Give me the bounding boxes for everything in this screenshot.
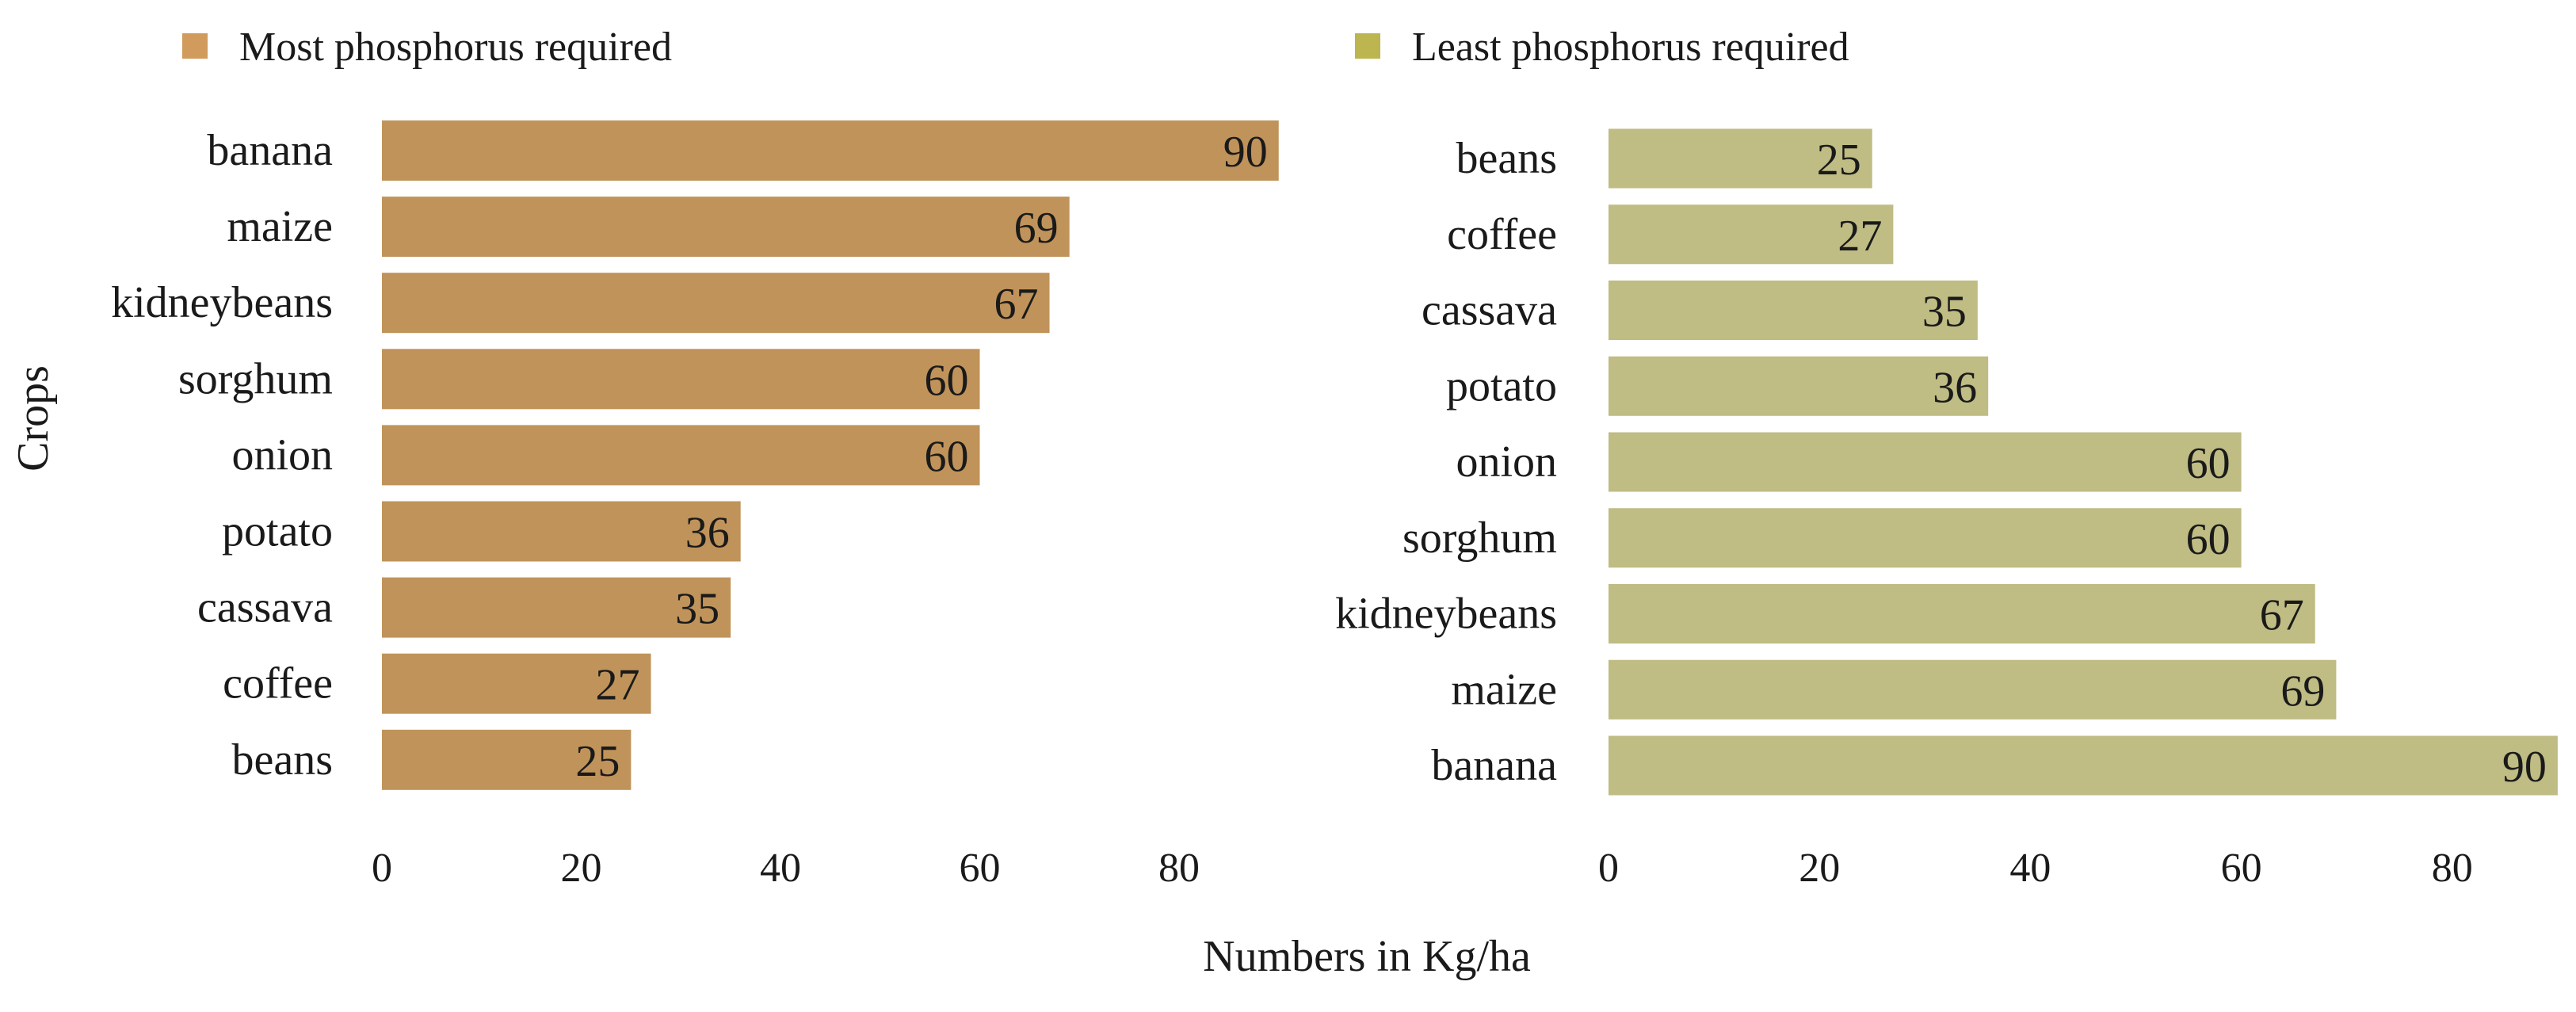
x-tick-label: 60 xyxy=(960,846,1001,891)
category-label: coffee xyxy=(223,659,333,708)
category-label: coffee xyxy=(1447,210,1557,259)
category-label: cassava xyxy=(197,583,333,632)
bar-potato xyxy=(382,501,741,562)
bar-coffee xyxy=(1609,204,1894,265)
least-phosphorus-panel: Least phosphorus required beans 25 coffee 27… xyxy=(1335,25,2558,891)
bar-onion xyxy=(382,425,980,486)
bar-cassava xyxy=(382,577,731,638)
category-label: banana xyxy=(1431,741,1557,790)
category-label: kidneybeans xyxy=(1335,590,1557,639)
bar-potato xyxy=(1609,356,1989,416)
x-tick-label: 60 xyxy=(2221,846,2262,891)
category-label: beans xyxy=(1456,134,1557,183)
category-label: maize xyxy=(227,202,333,251)
legend-swatch xyxy=(182,33,208,59)
category-label: maize xyxy=(1451,665,1557,714)
data-label: 27 xyxy=(596,661,640,710)
category-label: cassava xyxy=(1422,286,1557,335)
data-label: 90 xyxy=(1223,128,1268,177)
legend-label: Most phosphorus required xyxy=(239,25,672,70)
category-label: beans xyxy=(231,735,333,785)
category-label: onion xyxy=(231,430,333,479)
legend-label: Least phosphorus required xyxy=(1412,25,1849,70)
bar-banana xyxy=(1609,735,2558,796)
data-label: 36 xyxy=(1933,363,1977,412)
x-tick-label: 0 xyxy=(372,846,392,891)
bar-kidneybeans xyxy=(382,273,1050,334)
y-axis-title: Crops xyxy=(9,365,58,472)
category-label: kidneybeans xyxy=(111,278,333,327)
data-label: 90 xyxy=(2502,743,2547,792)
data-label: 67 xyxy=(2260,591,2304,640)
data-label: 60 xyxy=(2186,515,2231,564)
data-label: 25 xyxy=(1817,136,1861,185)
category-label: potato xyxy=(1446,361,1557,411)
category-label: banana xyxy=(207,126,333,175)
bar-maize xyxy=(1609,659,2337,720)
x-axis-title: Numbers in Kg/ha xyxy=(1203,932,1531,981)
x-tick-label: 20 xyxy=(561,846,602,891)
data-label: 27 xyxy=(1838,212,1882,261)
data-label: 35 xyxy=(675,585,719,634)
x-tick-label: 80 xyxy=(2432,846,2473,891)
bar-beans xyxy=(382,729,632,790)
x-tick-label: 40 xyxy=(2009,846,2051,891)
most-phosphorus-panel: Most phosphorus required banana 90 maize 69 k… xyxy=(111,25,1279,891)
bar-beans xyxy=(1609,128,1872,189)
x-tick-label: 0 xyxy=(1598,846,1619,891)
data-label: 69 xyxy=(2280,666,2325,716)
data-label: 60 xyxy=(925,432,969,481)
x-tick-label: 80 xyxy=(1158,846,1200,891)
bar-sorghum xyxy=(382,349,980,410)
bar-banana xyxy=(382,120,1279,181)
category-label: potato xyxy=(222,507,333,556)
data-label: 36 xyxy=(685,509,730,558)
bar-cassava xyxy=(1609,281,1978,340)
data-label: 69 xyxy=(1014,204,1059,253)
data-label: 60 xyxy=(2186,439,2231,488)
bar-sorghum xyxy=(1609,508,2242,568)
data-label: 35 xyxy=(1922,288,1967,337)
x-tick-label: 40 xyxy=(760,846,801,891)
data-label: 60 xyxy=(925,356,969,405)
category-label: sorghum xyxy=(1402,514,1557,563)
data-label: 67 xyxy=(994,280,1039,329)
bar-coffee xyxy=(382,653,651,714)
legend-swatch xyxy=(1355,33,1380,59)
category-label: sorghum xyxy=(178,354,333,403)
data-label: 25 xyxy=(575,737,620,786)
category-label: onion xyxy=(1456,437,1557,487)
x-tick-label: 20 xyxy=(1799,846,1840,891)
bar-maize xyxy=(382,197,1070,258)
bar-onion xyxy=(1609,432,2242,492)
bar-kidneybeans xyxy=(1609,584,2315,643)
